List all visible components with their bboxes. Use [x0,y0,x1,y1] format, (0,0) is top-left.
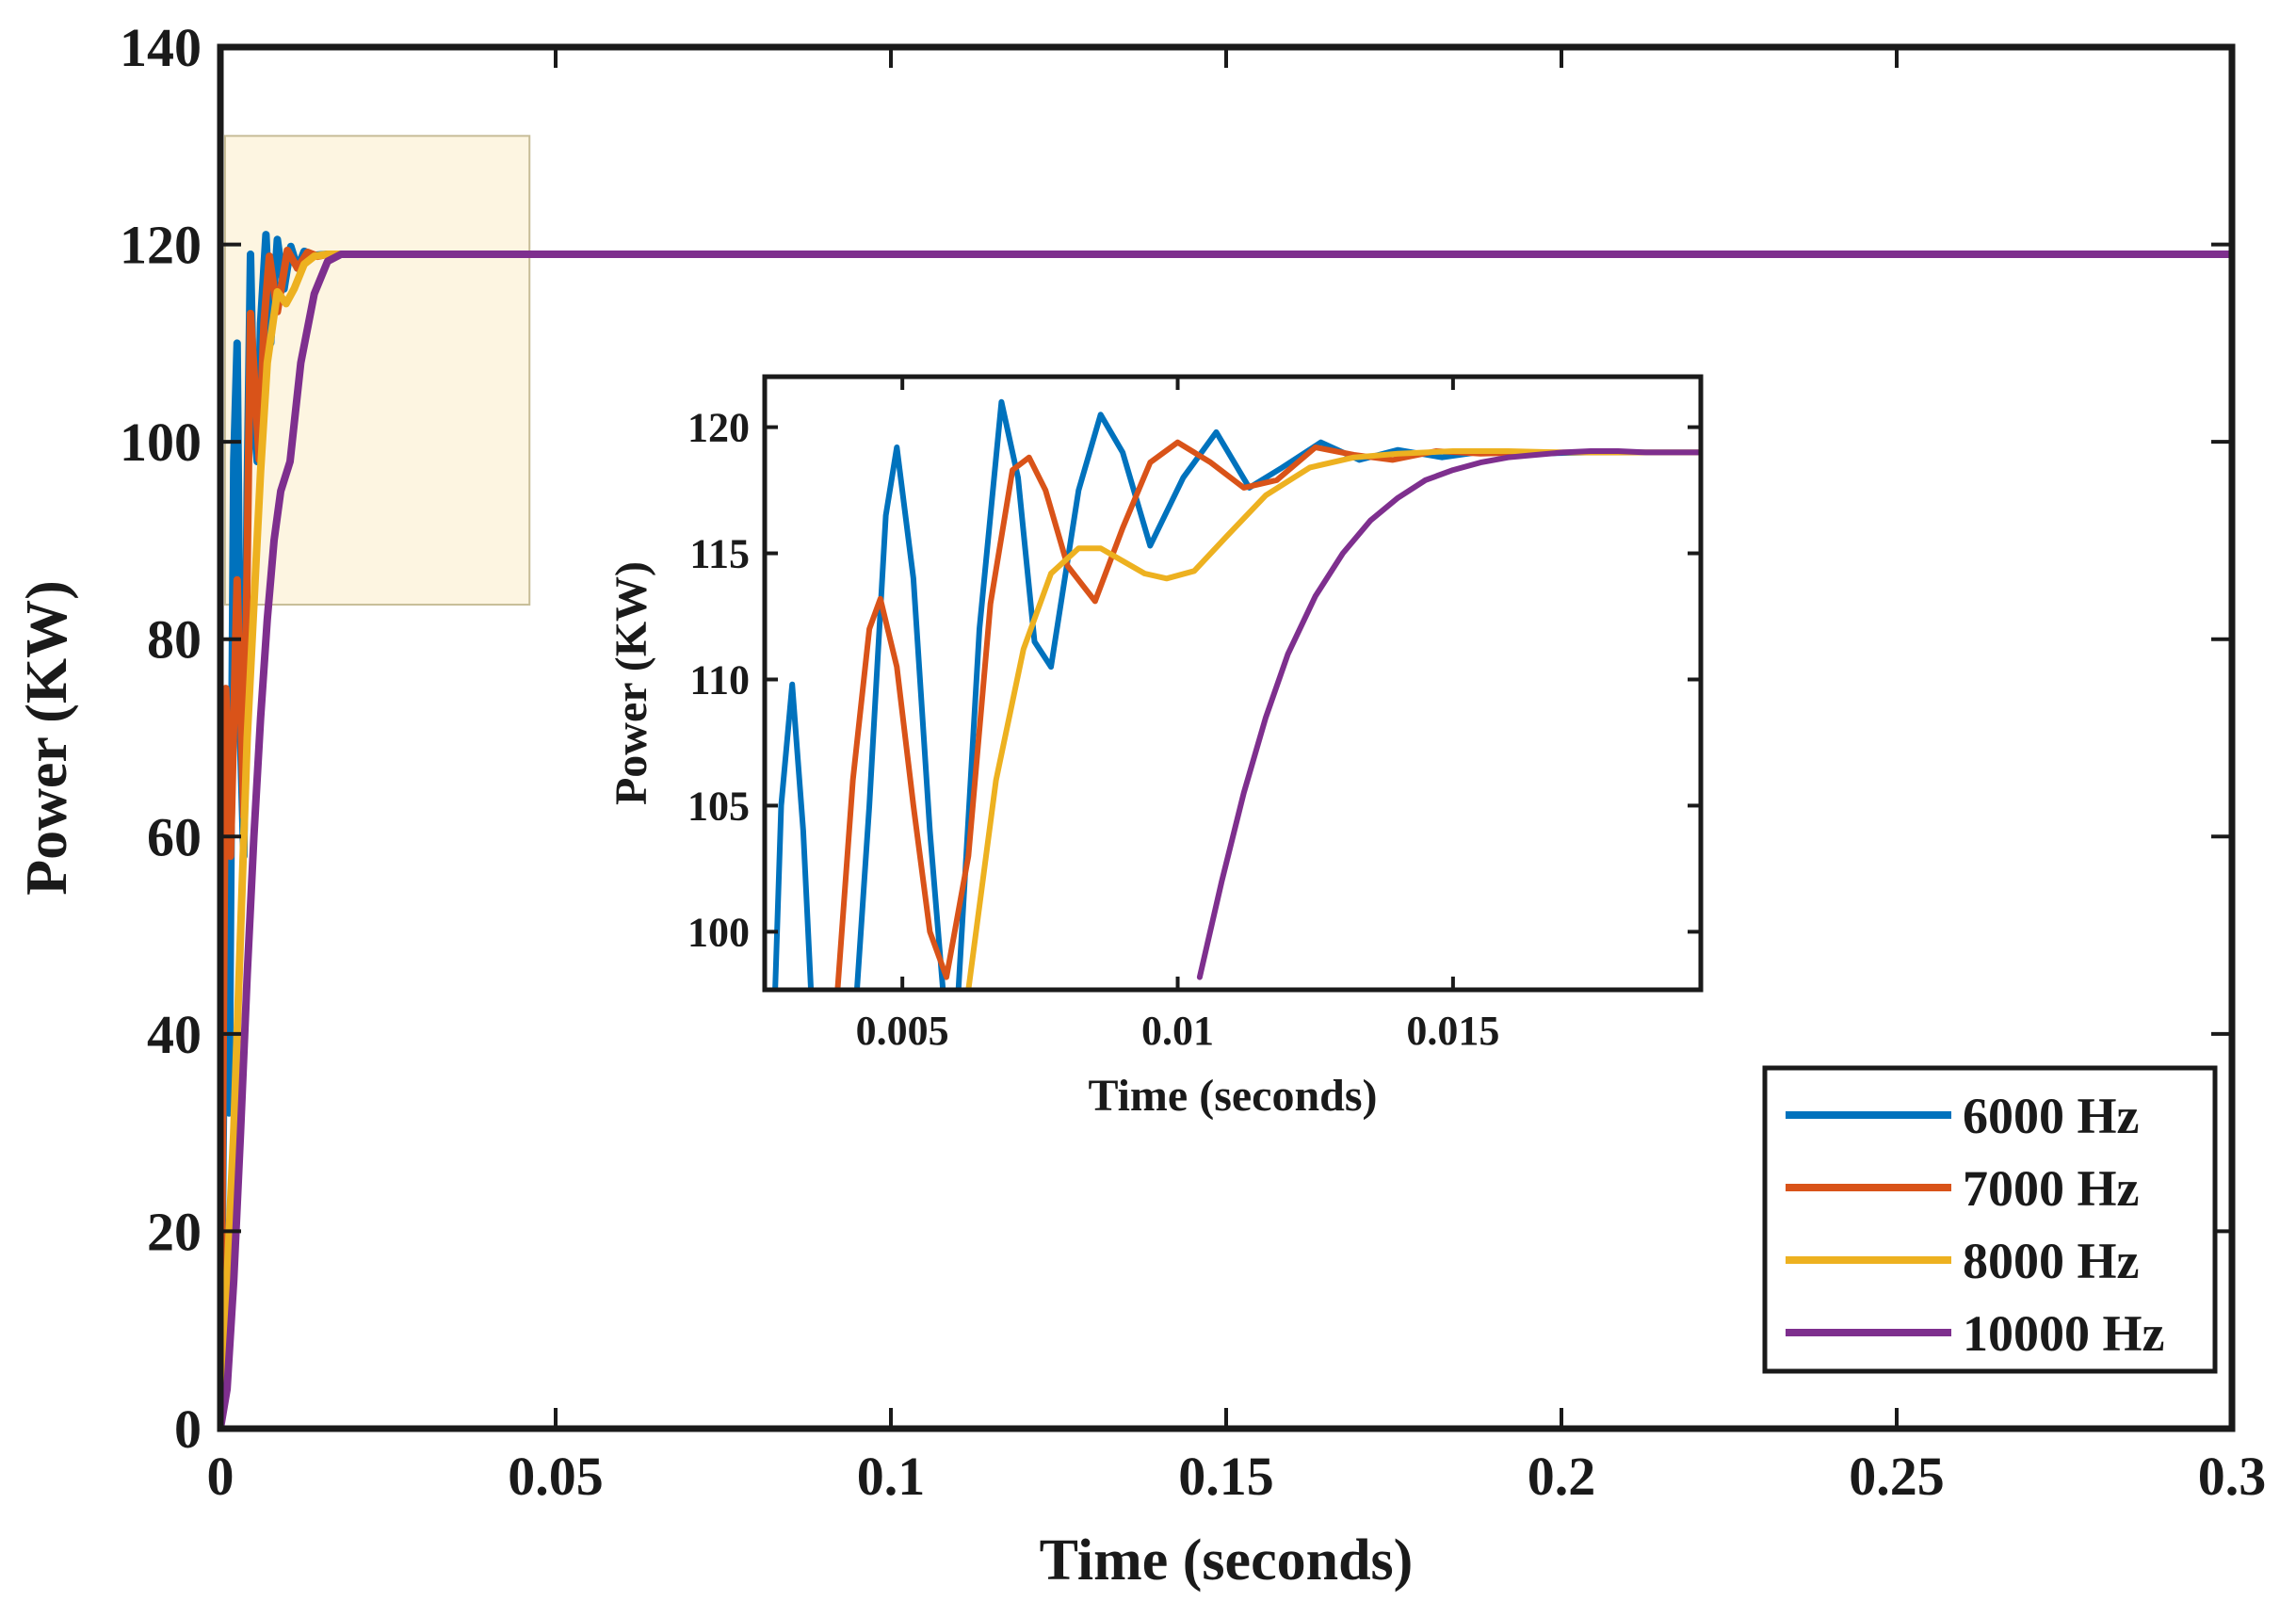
inset-y-tick-label: 120 [687,405,750,451]
main-x-tick-label: 0 [207,1446,234,1507]
main-y-tick-label: 40 [147,1004,202,1065]
inset-y-axis-label: Power (KW) [606,561,656,805]
main-x-axis-label: Time (seconds) [1040,1528,1414,1593]
inset-x-axis-label: Time (seconds) [1088,1071,1377,1121]
legend-label: 7000 Hz [1963,1160,2139,1217]
main-x-tick-label: 0.3 [2198,1446,2267,1507]
inset-x-tick-label: 0.01 [1141,1008,1214,1054]
main-y-tick-label: 80 [147,609,202,671]
main-y-tick-label: 100 [120,412,202,473]
main-x-tick-label: 0.05 [508,1446,604,1507]
legend-label: 10000 Hz [1963,1305,2164,1362]
main-y-tick-label: 140 [120,17,202,78]
inset-y-tick-label: 100 [687,909,750,955]
zoom-region-highlight [223,135,531,606]
legend-label: 8000 Hz [1963,1233,2139,1289]
inset-y-tick-label: 115 [689,531,750,577]
inset-plot-area [765,377,1701,990]
main-y-tick-label: 120 [120,215,202,276]
legend-label: 6000 Hz [1963,1088,2139,1144]
inset-x-tick-label: 0.005 [856,1008,949,1054]
inset-series-line-8000-hz [965,448,1701,990]
main-series-line-8000-hz [220,251,2232,1429]
inset-series-line-10000-hz [1196,448,1701,980]
main-x-tick-label: 0.2 [1528,1446,1596,1507]
main-axes-frame [217,43,2236,1432]
inset-x-tick-label: 0.015 [1406,1008,1499,1054]
main-x-tick-label: 0.15 [1178,1446,1274,1507]
main-y-tick-label: 0 [174,1399,202,1460]
main-series-group [220,231,2232,1429]
inset-axes-frame [762,374,1704,993]
main-y-axis-label: Power (KW) [15,580,79,896]
inset-series-group [772,398,1701,990]
inset-y-tick-label: 105 [687,783,750,829]
legend: 6000 Hz 7000 Hz 8000 Hz 10000 Hz [1762,1065,2218,1374]
main-y-tick-label: 60 [147,806,202,867]
main-x-tick-label: 0.1 [857,1446,926,1507]
main-series-line-10000-hz [220,251,2232,1429]
inset-y-tick-label: 110 [689,656,750,703]
inset-plot: 0.005 0.01 0.015 100 105 110 115 120 Time (secon… [606,374,1704,1121]
main-y-tick-label: 20 [147,1201,202,1262]
main-x-tick-label: 0.25 [1849,1446,1945,1507]
